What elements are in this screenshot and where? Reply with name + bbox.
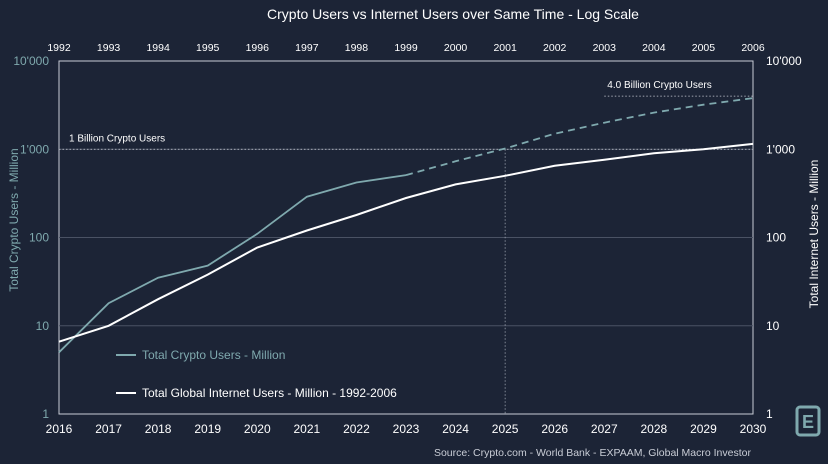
x-tick-label-top: 1996: [246, 42, 270, 54]
x-tick-label-top: 1994: [146, 42, 170, 54]
x-tick-label-top: 1999: [394, 42, 418, 54]
series-line-internet: [58, 142, 754, 343]
y-axis-label-right: Total Internet Users - Million: [807, 160, 821, 309]
x-tick-label-top: 1995: [196, 42, 220, 54]
x-tick-label-top: 1998: [345, 42, 369, 54]
chart-title: Crypto Users vs Internet Users over Same…: [267, 6, 639, 22]
legend: Total Crypto Users - Million Total Globa…: [116, 348, 397, 400]
y-tick-label-right: 10'000: [766, 54, 802, 68]
legend-label-internet: Total Global Internet Users - Million - …: [142, 386, 397, 400]
x-tick-label-bottom: 2022: [343, 422, 370, 436]
x-tick-label-top: 2000: [444, 42, 468, 54]
x-tick-label-bottom: 2025: [492, 422, 519, 436]
x-tick-label-bottom: 2026: [541, 422, 568, 436]
series-line-crypto-projection: [405, 97, 754, 176]
x-tick-label-top: 1997: [295, 42, 319, 54]
source-note: Source: Crypto.com - World Bank - EXPAAM…: [434, 447, 752, 459]
x-tick-label-bottom: 2024: [442, 422, 469, 436]
x-tick-label-top: 2003: [593, 42, 617, 54]
y-tick-label-right: 1: [766, 407, 773, 421]
y-tick-label-left: 1: [42, 407, 49, 421]
y-tick-label-right: 1'000: [766, 142, 795, 156]
x-tick-label-top: 2004: [642, 42, 666, 54]
x-tick-label-bottom: 2019: [194, 422, 221, 436]
x-tick-label-bottom: 2021: [294, 422, 321, 436]
y-tick-label-left: 10: [36, 319, 50, 333]
x-tick-label-top: 2006: [741, 42, 765, 54]
x-tick-label-top: 1993: [97, 42, 121, 54]
x-tick-label-top: 2005: [692, 42, 716, 54]
series-lines: [58, 97, 754, 353]
y-tick-label-right: 10: [766, 319, 780, 333]
logo-letter: E: [802, 412, 814, 432]
x-tick-label-bottom: 2016: [46, 422, 73, 436]
y-axis-label-left: Total Crypto Users - Million: [7, 148, 21, 291]
x-tick-label-bottom: 2017: [95, 422, 122, 436]
annotation-label: 4.0 Billion Crypto Users: [607, 80, 711, 91]
x-tick-label-bottom: 2029: [690, 422, 717, 436]
x-tick-label-bottom: 2027: [591, 422, 618, 436]
annotations: 1 Billion Crypto Users 4.0 Billion Crypto…: [59, 80, 753, 150]
x-tick-label-bottom: 2018: [145, 422, 172, 436]
legend-label-crypto: Total Crypto Users - Million: [142, 348, 285, 362]
series-line-crypto: [58, 174, 407, 353]
x-tick-label-bottom: 2030: [740, 422, 767, 436]
x-tick-label-top: 2001: [493, 42, 517, 54]
x-tick-label-bottom: 2028: [641, 422, 668, 436]
logo-mark: [795, 405, 821, 437]
x-tick-label-top: 2002: [543, 42, 567, 54]
x-tick-label-bottom: 2020: [244, 422, 271, 436]
logo: E: [795, 405, 821, 437]
y-tick-label-left: 10'000: [13, 54, 49, 68]
y-tick-label-right: 100: [766, 231, 786, 245]
x-tick-label-top: 1992: [47, 42, 71, 54]
x-tick-label-bottom: 2023: [393, 422, 420, 436]
tick-labels: 2016 2017 2018 2019 2020 2021 2022 2023 2024 2025…: [13, 42, 802, 436]
gridlines: [59, 148, 753, 414]
y-tick-label-left: 1'000: [20, 142, 49, 156]
y-tick-label-left: 100: [29, 231, 49, 245]
annotation-label: 1 Billion Crypto Users: [69, 133, 165, 144]
